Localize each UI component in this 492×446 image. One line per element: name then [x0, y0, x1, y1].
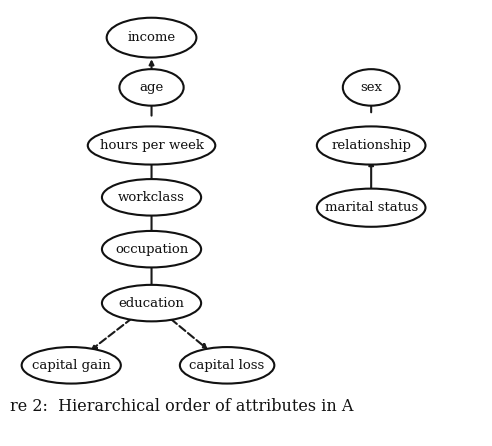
Ellipse shape [120, 69, 184, 106]
Text: re 2:  Hierarchical order of attributes in A: re 2: Hierarchical order of attributes i… [10, 398, 353, 415]
Text: capital loss: capital loss [189, 359, 265, 372]
Text: income: income [127, 31, 176, 44]
Ellipse shape [107, 18, 196, 58]
Text: education: education [119, 297, 184, 310]
Text: occupation: occupation [115, 243, 188, 256]
Ellipse shape [102, 179, 201, 215]
Text: workclass: workclass [118, 191, 185, 204]
Text: sex: sex [360, 81, 382, 94]
Text: marital status: marital status [325, 201, 418, 214]
Text: capital gain: capital gain [32, 359, 111, 372]
Ellipse shape [102, 231, 201, 268]
Ellipse shape [22, 347, 121, 384]
Ellipse shape [102, 285, 201, 322]
Ellipse shape [343, 69, 400, 106]
Ellipse shape [317, 189, 426, 227]
Text: hours per week: hours per week [99, 139, 204, 152]
Text: relationship: relationship [331, 139, 411, 152]
Ellipse shape [88, 126, 215, 165]
Text: age: age [139, 81, 164, 94]
Ellipse shape [180, 347, 275, 384]
Ellipse shape [317, 126, 426, 165]
